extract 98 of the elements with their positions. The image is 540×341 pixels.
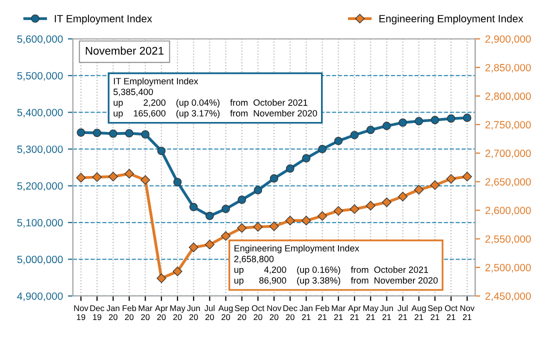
point: [237, 223, 247, 233]
point: [446, 174, 456, 184]
y2-tick-label: 2,700,000: [485, 150, 531, 158]
point: [350, 130, 359, 140]
point: [76, 172, 86, 182]
legend-label: Engineering Employment Index: [379, 14, 524, 24]
annotation: Engineering Employment Index 2,658,800 up 4,200 (up 0.16%) from October 2021 up 86,900 (up 3.38%) from November 2020: [234, 244, 438, 286]
x-tick-label: Oct 21: [444, 305, 458, 320]
point: [414, 116, 424, 126]
x-tick-label: Feb 21: [316, 305, 330, 320]
y-tick-label: 5,500,000: [17, 72, 63, 81]
x-tick-label: Aug 20: [218, 305, 233, 320]
point: [270, 174, 278, 183]
point: [382, 198, 392, 208]
point: [140, 175, 150, 185]
x-tick-label: Mar 21: [332, 305, 346, 320]
point: [318, 144, 326, 154]
point: [398, 192, 408, 202]
point: [156, 274, 166, 284]
point: [462, 114, 472, 122]
x-tick-label: Apr 21: [348, 305, 361, 320]
point: [222, 204, 230, 214]
point: [398, 118, 407, 127]
legend-label: IT Employment Index: [54, 14, 152, 24]
y2-tick-label: 2,550,000: [485, 235, 531, 244]
point: [221, 231, 231, 241]
point: [206, 212, 214, 220]
y2-tick-label: 2,500,000: [485, 264, 531, 273]
x-tick-label: Mar 20: [138, 305, 152, 320]
point: [253, 222, 263, 232]
point: [334, 136, 343, 146]
y2-tick-label: 2,800,000: [485, 92, 531, 102]
point: [188, 242, 198, 252]
y2-tick-label: 2,600,000: [485, 206, 531, 216]
point: [430, 180, 440, 190]
y-tick-label: 5,600,000: [17, 35, 63, 44]
point: [366, 126, 375, 134]
x-tick-label: Dec 20: [283, 305, 298, 320]
point: [269, 222, 279, 232]
y-tick-label: 5,300,000: [17, 146, 63, 154]
y2-tick-label: 2,750,000: [485, 121, 531, 130]
point: [414, 184, 424, 194]
x-tick-label: Sep 20: [234, 305, 249, 320]
point: [173, 178, 182, 186]
point: [172, 266, 182, 276]
point: [382, 122, 391, 130]
point: [254, 186, 262, 194]
point: [125, 129, 134, 138]
point: [446, 114, 456, 123]
point: [157, 146, 166, 156]
point: [92, 172, 102, 182]
point: [430, 116, 440, 124]
y-tick-label: 5,400,000: [17, 108, 63, 118]
annotation: IT Employment Index 5,385,400 up 2,200 (up 0.04%) from October 2021 up 165,600 (up 3.17%) from November 2020: [113, 78, 318, 118]
y-tick-label: 4,900,000: [17, 292, 63, 302]
point: [366, 200, 376, 210]
x-tick-label: Nov 19: [74, 305, 88, 320]
point: [285, 216, 295, 226]
point: [124, 168, 134, 178]
y2-tick-label: 2,900,000: [485, 35, 531, 44]
x-tick-label: Nov 20: [267, 305, 282, 320]
x-tick-label: May 21: [363, 305, 378, 320]
y2-tick-label: 2,850,000: [485, 64, 531, 73]
y-tick-label: 5,000,000: [17, 256, 63, 264]
point: [286, 164, 294, 173]
y-tick-label: 5,200,000: [17, 182, 63, 191]
x-tick-label: Jul 20: [204, 305, 214, 320]
point: [92, 128, 102, 138]
x-tick-label: Jun 21: [380, 305, 393, 320]
x-tick-label: Apr 20: [154, 305, 168, 320]
y2-tick-label: 2,650,000: [485, 178, 531, 187]
point: [189, 202, 198, 212]
y-tick-label: 5,100,000: [17, 219, 63, 228]
point: [301, 216, 312, 226]
point: [108, 129, 118, 138]
x-tick-label: Jul 21: [398, 305, 408, 320]
x-tick-label: Jan 21: [300, 305, 312, 320]
x-tick-label: Jan 20: [106, 305, 120, 320]
x-tick-label: Jun 20: [187, 305, 200, 320]
point: [238, 196, 246, 204]
point: [108, 172, 118, 182]
x-tick-label: Feb 20: [122, 305, 136, 320]
x-tick-label: Nov 21: [460, 305, 475, 320]
point: [302, 154, 310, 162]
annotation: November 2021: [86, 46, 164, 55]
point: [76, 128, 86, 137]
y2-tick-label: 2,450,000: [485, 292, 531, 302]
point: [462, 172, 472, 182]
point: [141, 130, 150, 139]
point: [334, 206, 344, 216]
x-tick-label: Aug 21: [411, 305, 426, 320]
x-tick-label: May 20: [170, 305, 186, 320]
x-tick-label: Sep 21: [428, 305, 442, 320]
x-tick-label: Oct 20: [252, 305, 264, 320]
point: [204, 240, 214, 250]
point: [350, 204, 360, 214]
point: [318, 211, 328, 221]
x-tick-label: Dec 19: [90, 305, 104, 320]
